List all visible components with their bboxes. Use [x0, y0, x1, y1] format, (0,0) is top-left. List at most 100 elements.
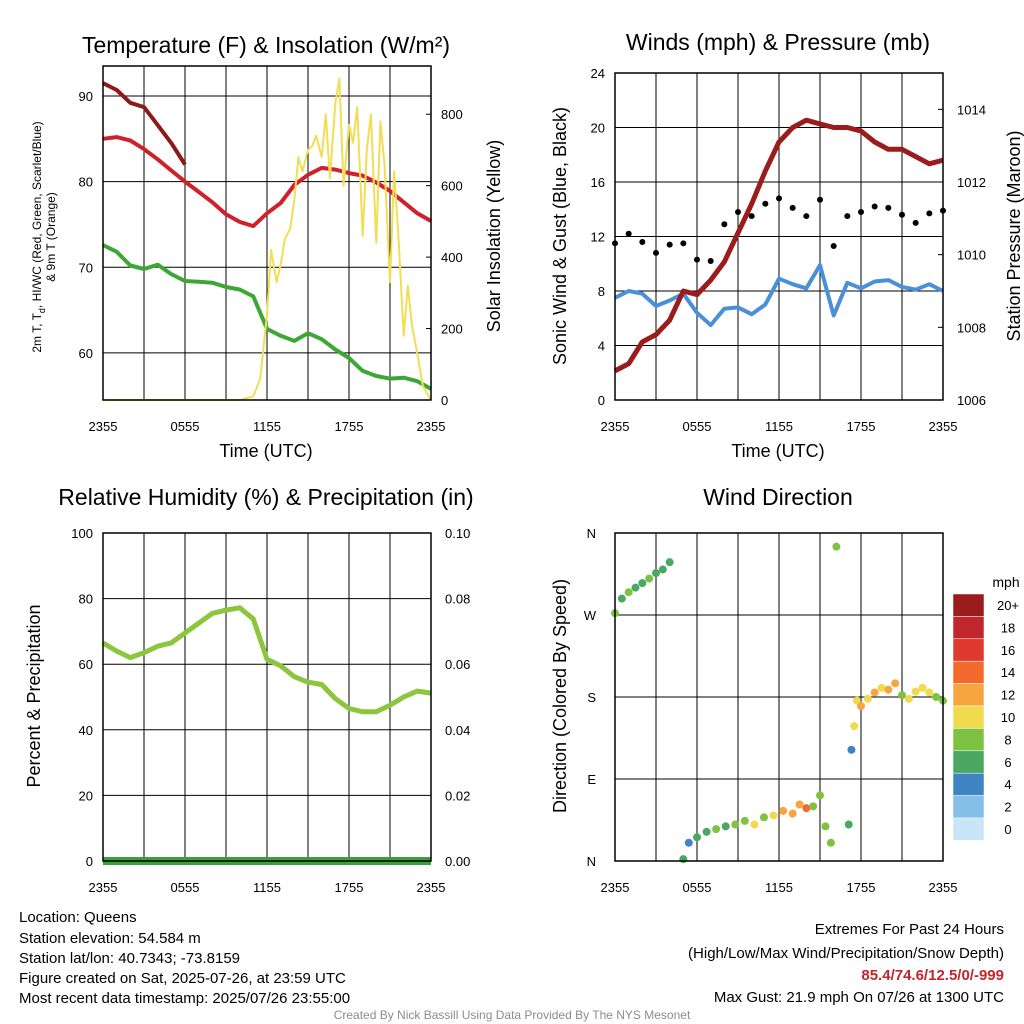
x-tick-label: 1755: [335, 880, 364, 895]
y-tick-label: 20: [591, 121, 605, 136]
legend-label: 12: [1001, 688, 1015, 703]
gust-point: [721, 221, 728, 228]
gust-point: [789, 204, 796, 211]
y2-tick-label: 1008: [957, 320, 986, 335]
x-tick-label: 0555: [171, 419, 200, 434]
direction-point: [802, 804, 811, 813]
y-tick-label: 4: [598, 339, 605, 354]
wind-direction-ylabel: Direction (Colored By Speed): [550, 579, 570, 813]
x-tick-label: 1155: [765, 419, 793, 434]
direction-point: [665, 558, 674, 567]
gust-point: [653, 249, 659, 256]
direction-point: [750, 820, 759, 829]
temperature-ylabel-b: , HI/WC (Red, Green, Scarlet/Blue): [30, 121, 44, 308]
y2-tick-label: 400: [441, 250, 463, 265]
gust-point: [666, 241, 673, 248]
credit-text: Created By Nick Bassill Using Data Provi…: [334, 1008, 691, 1022]
direction-point: [932, 693, 941, 701]
y-tick-label: 60: [79, 657, 93, 672]
legend-label: 8: [1004, 732, 1011, 747]
x-tick-label: 1755: [847, 880, 876, 895]
y-tick-label: 60: [79, 346, 93, 361]
legend-swatch: [952, 705, 985, 729]
gust-point: [858, 208, 864, 215]
direction-point: [795, 800, 804, 809]
direction-point: [898, 691, 906, 700]
max-gust-text: Max Gust: 21.9 mph On 07/26 at 1300 UTC: [714, 989, 1004, 1006]
gust-point: [735, 208, 741, 215]
x-tick-label: 2355: [417, 419, 446, 434]
gust-point: [844, 213, 851, 220]
direction-point: [925, 688, 934, 697]
temperature-title-text: Temperature (F) & Insolation (W/m²): [82, 32, 450, 58]
legend-swatch: [952, 795, 985, 819]
x-tick-label: 0555: [683, 419, 712, 434]
legend-swatch: [952, 660, 985, 684]
x-tick-label: 2355: [601, 880, 630, 895]
y-tick-label: 40: [79, 723, 93, 738]
gust-point: [639, 238, 646, 245]
direction-point: [712, 825, 721, 834]
gust-point: [762, 200, 769, 207]
y-tick-label: 70: [79, 260, 93, 275]
y-tick-label: N: [587, 854, 596, 869]
y2-tick-label: 200: [441, 322, 463, 337]
legend-label: 6: [1004, 755, 1011, 770]
temperature-ylabel-sub: d: [37, 308, 47, 313]
legend-swatch: [952, 616, 985, 640]
direction-point: [638, 579, 647, 588]
y2-tick-label: 0.02: [445, 788, 470, 803]
y2-tick-label: 0.10: [445, 526, 470, 541]
gust-point: [803, 213, 810, 220]
direction-point: [857, 702, 865, 711]
temperature-ylabel-line1: 2m T, Td, HI/WC (Red, Green, Scarlet/Blu…: [30, 121, 47, 352]
direction-point: [652, 569, 660, 578]
y-tick-label: 24: [591, 66, 605, 81]
x-tick-label: 1755: [335, 419, 364, 434]
direction-point: [740, 816, 749, 825]
direction-point: [645, 574, 654, 583]
direction-point: [693, 833, 701, 842]
x-tick-label: 2355: [89, 419, 118, 434]
location-text: Location: Queens: [19, 909, 137, 926]
direction-point: [877, 683, 886, 692]
legend-swatch: [952, 750, 985, 774]
direction-point: [847, 745, 856, 754]
legend-swatch: [952, 772, 985, 796]
legend-label: 18: [1001, 620, 1015, 635]
gust-point: [912, 219, 919, 226]
plot-frame: [102, 65, 432, 401]
created-text: Figure created on Sat, 2025-07-26, at 23…: [19, 970, 346, 987]
x-tick-label: 1755: [847, 419, 876, 434]
humidity-line: [101, 605, 432, 715]
y2-tick-label: 0.08: [445, 592, 470, 607]
footer-right: Extremes For Past 24 Hours (High/Low/Max…: [688, 921, 1004, 1006]
pressure-line: [613, 117, 944, 374]
direction-point: [702, 827, 711, 836]
legend-swatch: [952, 817, 985, 841]
gust-point: [748, 213, 755, 220]
speed-legend: 20+ 18 16 14 12 10 8 6 4 2 0: [952, 593, 1019, 841]
elevation-text: Station elevation: 54.584 m: [19, 930, 201, 947]
y2-tick-label: 0.04: [445, 723, 470, 738]
y-tick-label: 8: [598, 284, 605, 299]
plot-frame: [102, 532, 432, 862]
direction-point: [891, 679, 900, 688]
x-tick-label: 2355: [601, 419, 630, 434]
gust-point: [885, 204, 892, 211]
direction-point: [904, 694, 913, 703]
insolation-ylabel: Solar Insolation (Yellow): [484, 140, 504, 332]
legend-swatch: [952, 593, 985, 617]
y-tick-label: 90: [79, 89, 93, 104]
y2-tick-label: 0: [441, 393, 448, 408]
temperature-ylabel-a: 2m T, T: [30, 312, 44, 352]
direction-point: [684, 838, 693, 847]
gust-point: [680, 240, 687, 247]
x-tick-label: 1155: [253, 880, 281, 895]
direction-point: [721, 822, 730, 831]
y-tick-label: 20: [79, 788, 93, 803]
y-tick-label: 100: [71, 526, 93, 541]
series-line-0: [102, 135, 432, 229]
humidity-title: Relative Humidity (%) & Precipitation (i…: [58, 484, 473, 510]
